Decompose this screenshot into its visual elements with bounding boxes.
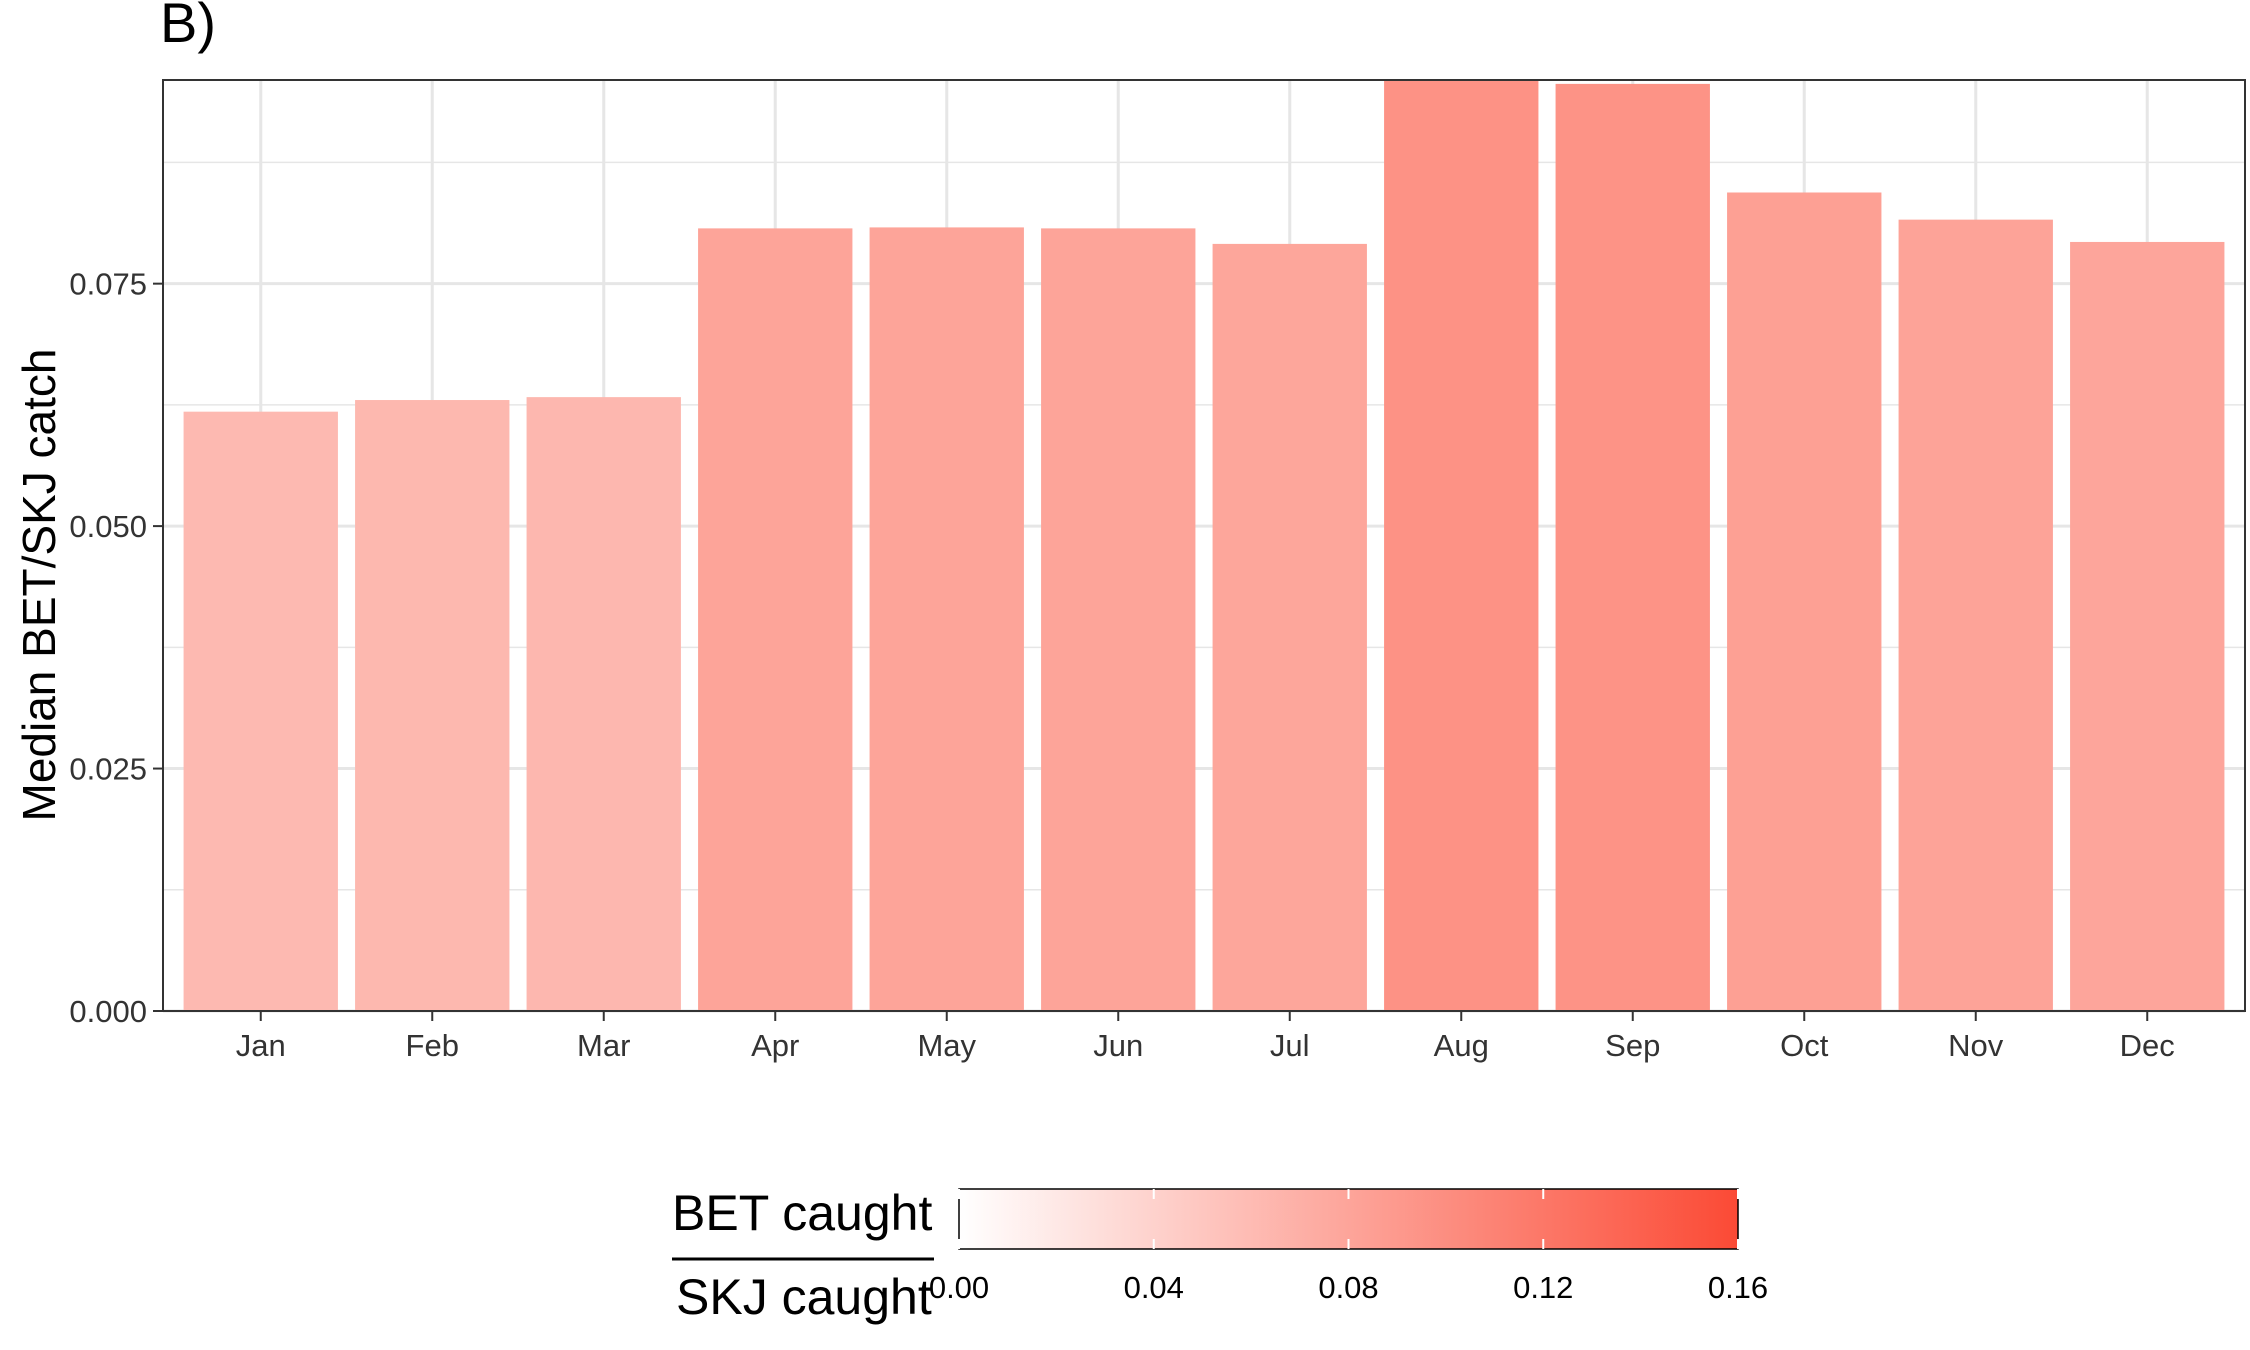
x-tick-label-nov: Nov xyxy=(1948,1028,2004,1063)
legend-title-denominator: SKJ caught xyxy=(676,1269,932,1325)
legend-tick-label: 0.04 xyxy=(1124,1270,1184,1305)
bar-oct xyxy=(1727,192,1881,1011)
y-tick-label: 0.025 xyxy=(69,752,147,787)
x-tick-label-jul: Jul xyxy=(1270,1028,1310,1063)
bar-aug xyxy=(1384,80,1538,1011)
x-tick-label-oct: Oct xyxy=(1780,1028,1829,1063)
x-tick-label-jun: Jun xyxy=(1093,1028,1143,1063)
bars xyxy=(184,80,2225,1011)
panel-label: B) xyxy=(160,0,216,54)
bar-jun xyxy=(1041,228,1195,1011)
legend-title-numerator: BET caught xyxy=(672,1185,932,1241)
bar-nov xyxy=(1899,220,2053,1011)
bar-sep xyxy=(1556,84,1710,1011)
bar-dec xyxy=(2070,242,2224,1011)
y-axis-title: Median BET/SKJ catch xyxy=(13,349,65,822)
color-legend: BET caught SKJ caught 0.00 0.04 0.08 0.12 0.… xyxy=(672,1185,1768,1325)
x-tick-label-apr: Apr xyxy=(751,1028,799,1063)
x-tick-label-jan: Jan xyxy=(236,1028,286,1063)
y-tick-label: 0.075 xyxy=(69,267,147,302)
x-axis: Jan Feb Mar Apr May Jun Jul Aug Sep Oct Nov Dec xyxy=(236,1011,2175,1063)
bar-jul xyxy=(1213,244,1367,1011)
y-axis: 0.000 0.025 0.050 0.075 xyxy=(69,267,163,1029)
legend-tick-label: 0.16 xyxy=(1708,1270,1768,1305)
bar-apr xyxy=(698,228,852,1011)
x-tick-label-may: May xyxy=(917,1028,976,1063)
x-tick-label-sep: Sep xyxy=(1605,1028,1660,1063)
x-tick-label-feb: Feb xyxy=(406,1028,459,1063)
bar-jan xyxy=(184,412,338,1011)
bar-may xyxy=(870,227,1024,1011)
bar-mar xyxy=(527,397,681,1011)
x-tick-label-dec: Dec xyxy=(2120,1028,2175,1063)
legend-tick-label: 0.08 xyxy=(1318,1270,1378,1305)
legend-tick-label: 0.12 xyxy=(1513,1270,1573,1305)
y-tick-label: 0.050 xyxy=(69,509,147,544)
legend-tick-label: 0.00 xyxy=(929,1270,989,1305)
x-tick-label-mar: Mar xyxy=(577,1028,630,1063)
bar-feb xyxy=(355,400,509,1011)
y-tick-label: 0.000 xyxy=(69,994,147,1029)
x-tick-label-aug: Aug xyxy=(1434,1028,1489,1063)
